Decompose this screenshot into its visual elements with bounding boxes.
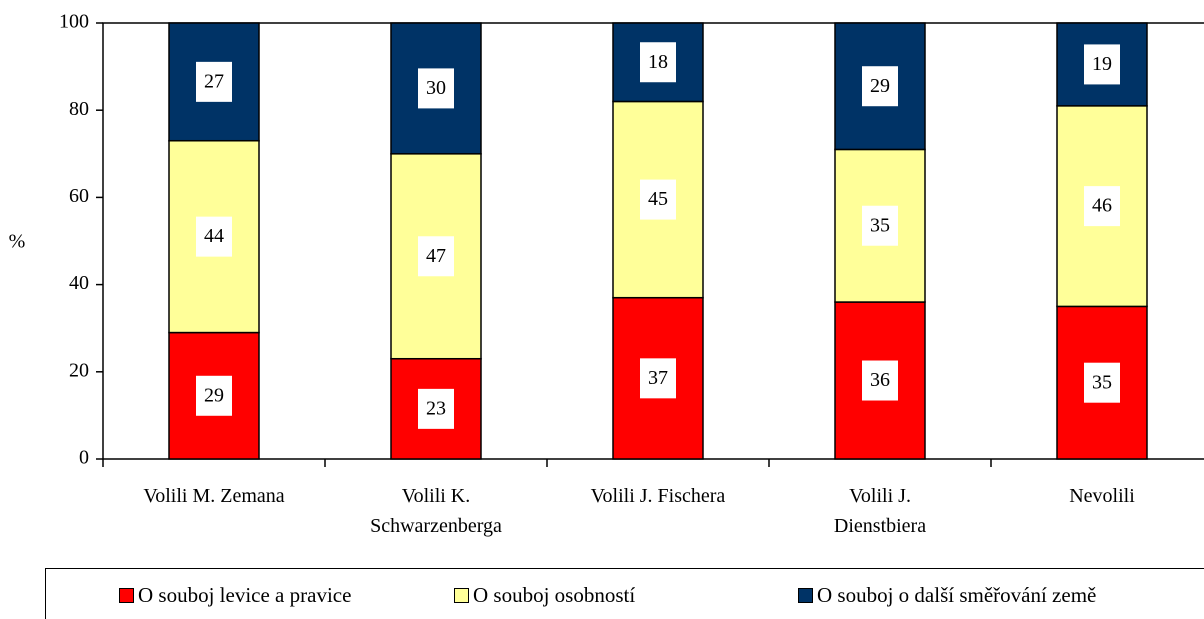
value-label: 36 [870, 369, 890, 391]
y-tick-label: 20 [69, 359, 89, 381]
value-label-box [196, 61, 232, 102]
value-label: 23 [426, 397, 446, 419]
value-label: 35 [870, 214, 890, 236]
value-label: 44 [204, 225, 224, 247]
legend-swatch [119, 588, 134, 603]
legend-label: O souboj levice a pravice [138, 583, 352, 607]
y-tick-label: 60 [69, 185, 89, 207]
value-label: 29 [870, 75, 890, 97]
value-label-box [1084, 186, 1120, 227]
legend-label: O souboj o další směřování země [817, 583, 1097, 607]
legend-item: O souboj osobností [454, 583, 635, 608]
y-tick-label: 40 [69, 272, 89, 294]
value-label-box [418, 236, 454, 277]
y-axis-label: % [9, 231, 26, 253]
x-tick-label: Volili K. Schwarzenberga [370, 485, 502, 537]
x-tick-label: Volili J. Dienstbiera [833, 485, 927, 537]
legend-item: O souboj levice a pravice [119, 583, 351, 608]
value-label-box [862, 360, 898, 401]
legend-label: O souboj osobností [473, 583, 636, 607]
value-label-box [640, 358, 676, 399]
value-label: 18 [648, 51, 668, 73]
value-label-box [862, 66, 898, 107]
legend-item: O souboj o další směřování země [798, 583, 1096, 608]
y-tick-label: 80 [69, 98, 89, 120]
value-label-box [1084, 44, 1120, 85]
value-label-box [196, 216, 232, 257]
x-tick-label: Nevolili [1069, 485, 1135, 507]
value-label: 29 [204, 384, 224, 406]
y-tick-label: 0 [79, 447, 89, 469]
value-label-box [196, 375, 232, 416]
value-label: 45 [648, 188, 668, 210]
value-label: 19 [1092, 53, 1112, 75]
x-tick-label: Volili J. Fischera [590, 485, 726, 507]
value-label: 47 [426, 245, 446, 267]
value-label: 37 [648, 367, 668, 389]
legend-swatch [798, 588, 813, 603]
value-label-box [640, 42, 676, 83]
legend: O souboj levice a pravice O souboj osobno… [45, 568, 1204, 619]
y-tick-label: 100 [59, 11, 89, 33]
value-label-box [640, 179, 676, 220]
value-label: 30 [426, 77, 446, 99]
value-label-box [1084, 362, 1120, 403]
value-label: 46 [1092, 195, 1112, 217]
legend-swatch [454, 588, 469, 603]
value-label: 27 [204, 70, 224, 92]
value-label-box [862, 205, 898, 246]
value-label-box [418, 68, 454, 109]
value-label-box [418, 388, 454, 429]
x-tick-label: Volili M. Zemana [143, 485, 285, 507]
value-label: 35 [1092, 371, 1112, 393]
